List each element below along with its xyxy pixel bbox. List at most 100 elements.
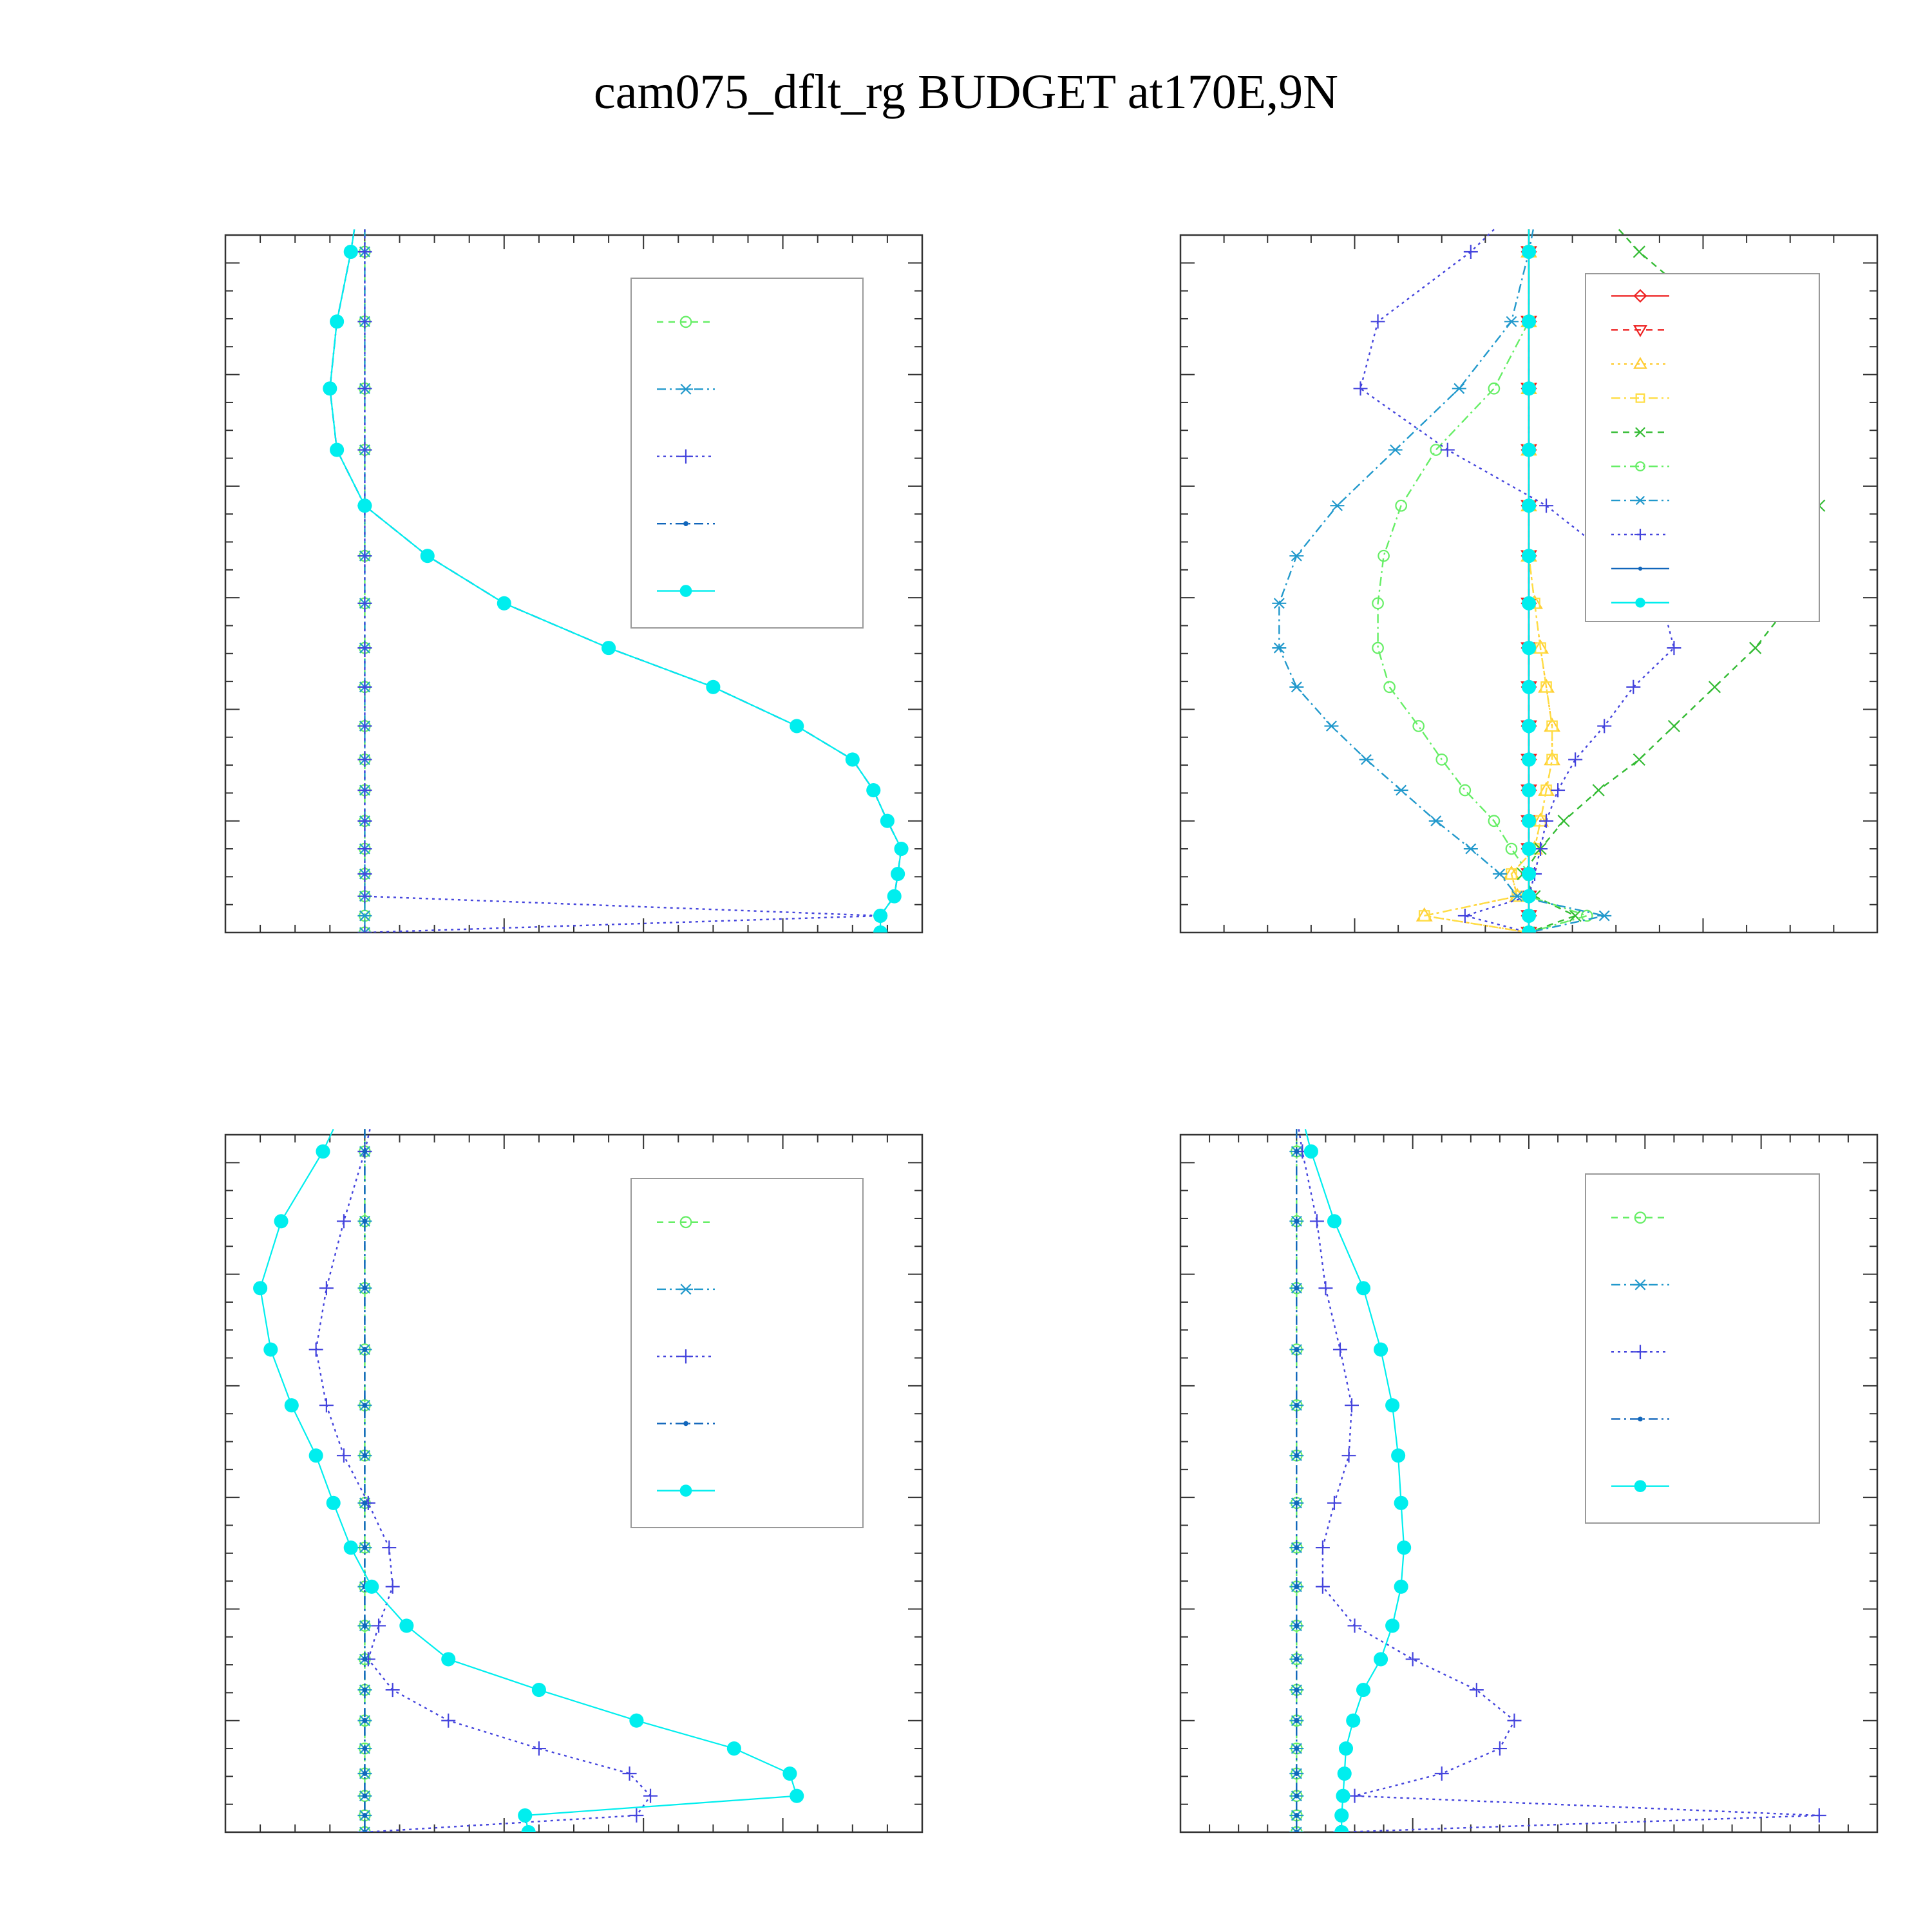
legend-marker xyxy=(679,1283,693,1295)
data-point xyxy=(1294,1656,1300,1662)
data-point xyxy=(362,1656,368,1662)
data-point xyxy=(1272,642,1287,654)
data-point xyxy=(362,1771,368,1776)
data-point xyxy=(385,1579,400,1594)
series-group xyxy=(1289,1129,1826,1832)
legend-marker xyxy=(683,521,688,526)
data-point xyxy=(319,1398,334,1413)
series-group xyxy=(253,1128,804,1832)
data-point xyxy=(1318,1281,1333,1296)
data-point xyxy=(782,1766,797,1781)
plot-frame xyxy=(224,234,923,934)
data-point xyxy=(1327,1495,1341,1510)
data-point xyxy=(365,1579,379,1594)
data-point xyxy=(1539,498,1554,513)
data-point xyxy=(1294,1718,1300,1723)
data-point xyxy=(1597,910,1612,922)
data-point xyxy=(1315,1540,1330,1555)
data-point xyxy=(1294,1623,1300,1629)
data-point xyxy=(357,889,372,904)
data-point xyxy=(343,1540,358,1555)
plot-frame xyxy=(224,1133,923,1833)
legend-marker xyxy=(1635,598,1645,608)
data-point xyxy=(1812,1808,1826,1823)
data-point xyxy=(357,1826,372,1832)
legend-marker xyxy=(679,1216,692,1229)
data-point xyxy=(629,1713,644,1728)
data-point xyxy=(521,1824,536,1832)
data-point xyxy=(1332,1342,1347,1357)
data-point xyxy=(357,244,372,259)
legend-marker xyxy=(679,383,693,395)
data-point xyxy=(1294,1285,1300,1291)
legend-marker xyxy=(1634,495,1646,506)
chart-panel-1 xyxy=(224,229,923,934)
data-point xyxy=(1412,720,1425,732)
data-point xyxy=(362,1687,368,1692)
data-point xyxy=(330,442,345,457)
legend-marker xyxy=(1635,393,1645,403)
data-point xyxy=(1521,549,1537,564)
data-point xyxy=(1488,382,1501,395)
data-point xyxy=(497,596,511,611)
data-point xyxy=(357,641,372,656)
data-point xyxy=(891,866,905,882)
legend xyxy=(1585,1173,1820,1524)
data-point xyxy=(330,314,345,329)
legend-marker xyxy=(1633,357,1647,369)
chart-panel-3 xyxy=(224,1128,923,1833)
data-point xyxy=(308,1342,323,1357)
data-point xyxy=(1294,1793,1300,1799)
series-line-dp2 xyxy=(1424,229,1553,933)
series-line-tp1 xyxy=(1278,229,1605,933)
data-point xyxy=(1492,1741,1507,1756)
data-point xyxy=(1521,866,1537,882)
data-point xyxy=(441,1652,456,1667)
data-point xyxy=(1452,383,1466,394)
data-point xyxy=(1521,641,1537,656)
data-point xyxy=(1385,1618,1400,1633)
data-point xyxy=(1347,1618,1362,1633)
data-point xyxy=(372,1618,386,1633)
data-point xyxy=(1580,909,1593,922)
data-point xyxy=(845,752,860,767)
data-point xyxy=(1463,843,1478,855)
data-point xyxy=(1457,909,1472,923)
data-point xyxy=(1440,442,1455,457)
data-point xyxy=(1356,1281,1371,1296)
data-point xyxy=(1372,597,1384,610)
data-point xyxy=(1374,1652,1388,1667)
data-point xyxy=(357,927,372,933)
data-point xyxy=(362,1793,368,1799)
data-point xyxy=(1294,1149,1300,1154)
data-point xyxy=(1324,720,1339,732)
data-point xyxy=(1394,1495,1408,1510)
data-point xyxy=(357,498,372,513)
data-point xyxy=(622,1766,637,1781)
legend-marker xyxy=(1635,461,1645,471)
data-point xyxy=(1749,641,1762,654)
data-point xyxy=(1428,815,1443,827)
data-point xyxy=(1521,244,1537,260)
data-point xyxy=(357,783,372,798)
data-point xyxy=(1289,681,1304,693)
data-point xyxy=(1539,813,1554,828)
data-point xyxy=(1341,1448,1356,1463)
data-point xyxy=(274,1214,289,1229)
data-point xyxy=(1521,314,1537,329)
data-point xyxy=(1372,641,1384,654)
data-point xyxy=(357,925,372,933)
data-point xyxy=(1294,1771,1300,1776)
data-point xyxy=(1521,381,1537,396)
legend-marker xyxy=(683,1421,688,1426)
data-point xyxy=(1521,783,1537,798)
data-point xyxy=(1327,1214,1341,1229)
data-point xyxy=(1338,1741,1354,1756)
series-group xyxy=(323,229,909,933)
data-point xyxy=(253,1281,268,1296)
legend xyxy=(630,1178,864,1528)
data-point xyxy=(1378,549,1390,562)
data-point xyxy=(1551,783,1566,798)
data-point xyxy=(319,1281,334,1296)
data-point xyxy=(1521,841,1537,857)
